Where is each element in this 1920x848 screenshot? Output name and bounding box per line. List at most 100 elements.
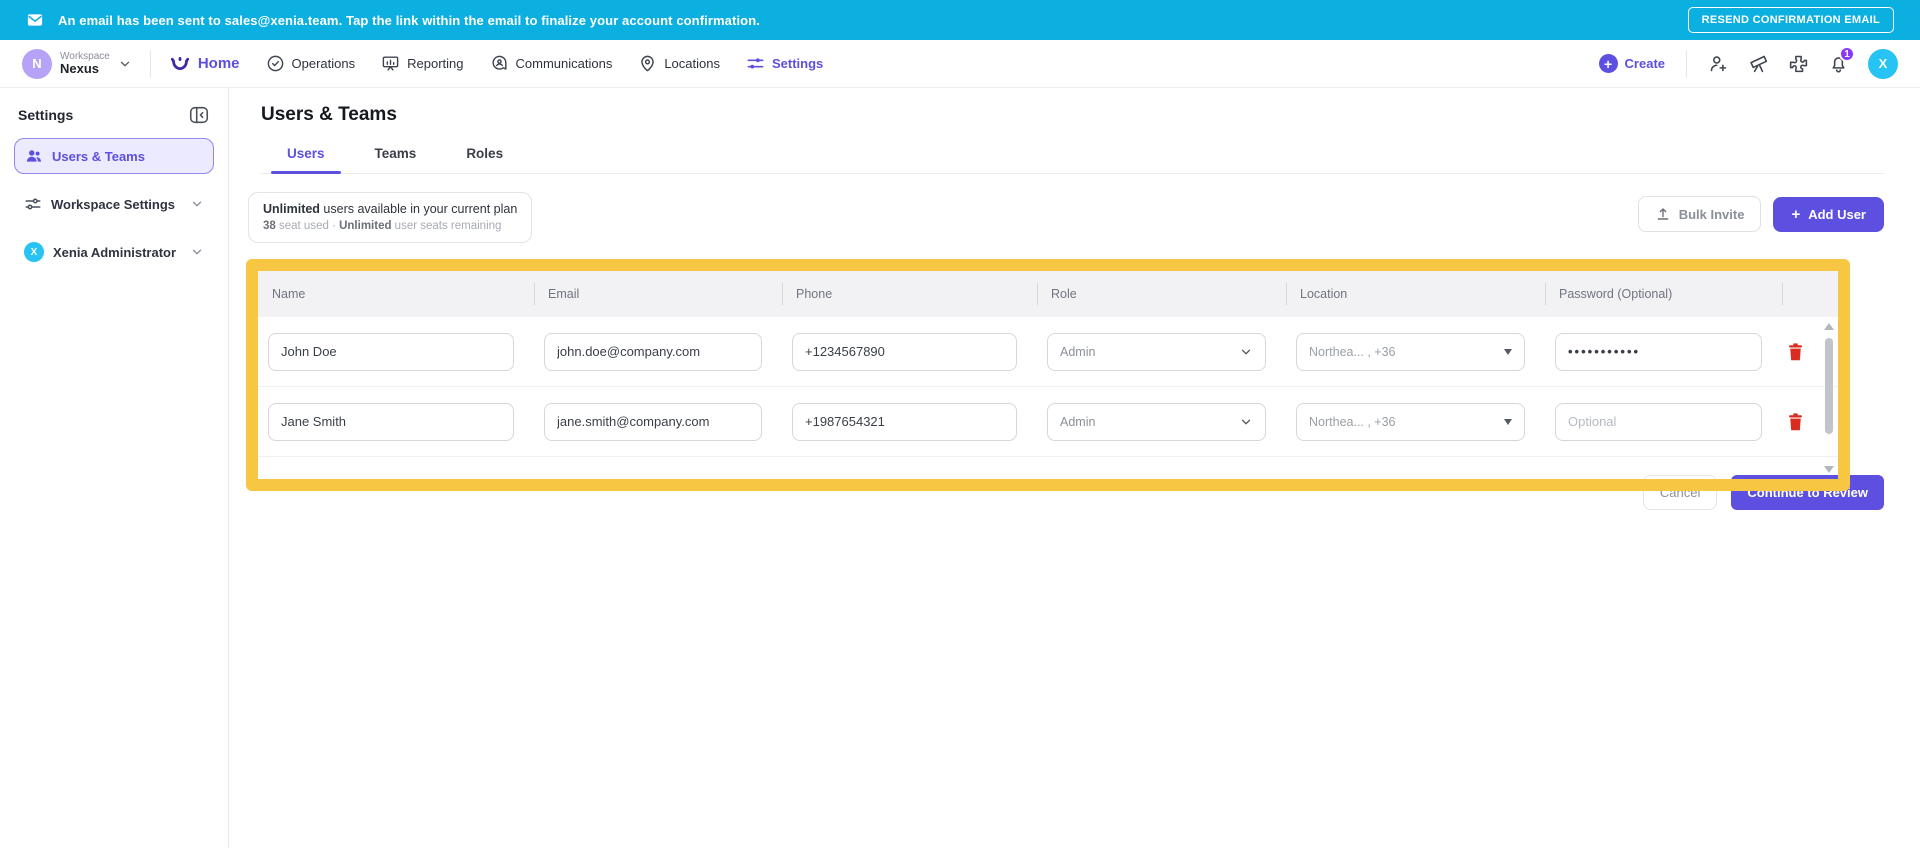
sliders-icon bbox=[746, 54, 765, 73]
email-input[interactable] bbox=[544, 402, 762, 441]
plus-icon: + bbox=[1791, 205, 1801, 223]
column-header-password: Password (Optional) bbox=[1545, 271, 1782, 317]
table-scrollbar[interactable] bbox=[1822, 323, 1836, 473]
create-label: Create bbox=[1624, 56, 1665, 71]
nav-label: Communications bbox=[515, 56, 613, 71]
plan-text: users available in your current plan bbox=[319, 202, 518, 216]
invite-user-icon[interactable] bbox=[1708, 53, 1729, 74]
sidebar-item-xenia-administrator[interactable]: X Xenia Administrator bbox=[14, 234, 214, 270]
add-user-button[interactable]: + Add User bbox=[1773, 196, 1884, 232]
nav-right-group: + Create 1 X bbox=[1598, 46, 1898, 79]
tab-users[interactable]: Users bbox=[271, 146, 340, 174]
table-header-row: Name Email Phone Role Location Password … bbox=[258, 271, 1838, 317]
nav-item-reporting[interactable]: Reporting bbox=[381, 54, 464, 73]
telescope-icon[interactable] bbox=[1748, 53, 1769, 74]
plan-info-box: Unlimited users available in your curren… bbox=[248, 192, 533, 243]
tab-roles[interactable]: Roles bbox=[466, 146, 504, 161]
integrations-puzzle-icon[interactable] bbox=[1788, 53, 1809, 74]
nav-item-home[interactable]: Home bbox=[169, 53, 240, 75]
add-users-table: Name Email Phone Role Location Password … bbox=[258, 271, 1838, 479]
nav-label: Locations bbox=[664, 56, 720, 71]
user-avatar[interactable]: X bbox=[1868, 48, 1898, 79]
nav-item-locations[interactable]: Locations bbox=[638, 54, 720, 73]
role-select[interactable]: Admin bbox=[1047, 332, 1266, 371]
location-select[interactable]: Northea... , +36 bbox=[1296, 402, 1525, 441]
collapse-sidebar-icon[interactable] bbox=[188, 104, 210, 126]
xenia-logo-icon bbox=[169, 53, 191, 75]
chevron-down-icon bbox=[1239, 415, 1253, 429]
nav-label: Home bbox=[197, 55, 240, 72]
plan-bold: Unlimited bbox=[339, 220, 392, 232]
nav-label: Reporting bbox=[407, 56, 464, 71]
name-input[interactable] bbox=[268, 332, 514, 371]
nav-label: Settings bbox=[771, 56, 824, 71]
sidebar-item-users-teams[interactable]: Users & Teams bbox=[14, 138, 214, 174]
tab-teams[interactable]: Teams bbox=[374, 146, 417, 161]
create-button[interactable]: + Create bbox=[1598, 54, 1665, 73]
presentation-icon bbox=[381, 54, 400, 73]
map-pin-icon bbox=[638, 54, 657, 73]
sidebar-title: Settings bbox=[18, 107, 74, 123]
table-row: Admin Northea... , +36 bbox=[258, 317, 1838, 387]
upload-icon bbox=[1655, 206, 1671, 222]
chat-bubble-icon bbox=[490, 54, 509, 73]
sidebar-item-label: Xenia Administrator bbox=[53, 244, 177, 260]
plan-line-1: Unlimited users available in your curren… bbox=[263, 202, 517, 216]
sliders-icon bbox=[24, 195, 42, 213]
role-value: Admin bbox=[1060, 344, 1096, 359]
plan-line-2: 38 seat used · Unlimited user seats rema… bbox=[263, 220, 517, 232]
column-header-role: Role bbox=[1037, 271, 1286, 317]
notification-badge: 1 bbox=[1839, 46, 1855, 62]
bulk-invite-button[interactable]: Bulk Invite bbox=[1637, 196, 1762, 232]
delete-row-trash-icon[interactable] bbox=[1788, 412, 1838, 431]
scrollbar-thumb[interactable] bbox=[1825, 338, 1833, 434]
role-value: Admin bbox=[1060, 414, 1096, 429]
nav-label: Operations bbox=[291, 56, 356, 71]
location-select[interactable]: Northea... , +36 bbox=[1296, 332, 1525, 371]
add-users-table-zone: Name Email Phone Role Location Password … bbox=[246, 259, 1850, 491]
nav-item-operations[interactable]: Operations bbox=[266, 54, 356, 73]
workspace-selector[interactable]: N Workspace Nexus bbox=[22, 48, 132, 79]
add-user-label: Add User bbox=[1808, 206, 1866, 222]
password-input[interactable] bbox=[1555, 332, 1762, 371]
check-circle-icon bbox=[266, 54, 285, 73]
sidebar-item-label: Workspace Settings bbox=[51, 196, 176, 212]
avatar: X bbox=[24, 242, 44, 262]
nav-item-communications[interactable]: Communications bbox=[490, 54, 613, 73]
workspace-avatar: N bbox=[22, 48, 52, 79]
divider bbox=[149, 49, 151, 78]
email-input[interactable] bbox=[544, 332, 762, 371]
column-header-phone: Phone bbox=[782, 271, 1037, 317]
phone-input[interactable] bbox=[792, 332, 1017, 371]
nav-item-settings[interactable]: Settings bbox=[746, 54, 823, 73]
sidebar-item-workspace-settings[interactable]: Workspace Settings bbox=[14, 186, 214, 222]
scroll-down-icon[interactable] bbox=[1824, 466, 1834, 473]
plan-text: user seats remaining bbox=[391, 220, 502, 232]
settings-sidebar: Settings Users & Teams Workspace Setting… bbox=[0, 88, 229, 848]
chevron-down-icon bbox=[1239, 345, 1253, 359]
column-header-location: Location bbox=[1286, 271, 1545, 317]
name-input[interactable] bbox=[268, 402, 514, 441]
nav-items: Home Operations Reporting Communications bbox=[169, 53, 823, 75]
plan-bold: Unlimited bbox=[263, 202, 320, 216]
plus-circle-icon: + bbox=[1598, 54, 1618, 73]
bulk-invite-label: Bulk Invite bbox=[1678, 206, 1745, 222]
delete-row-trash-icon[interactable] bbox=[1788, 342, 1838, 361]
dropdown-arrow-icon bbox=[1504, 348, 1512, 355]
location-value: Northea... , +36 bbox=[1309, 414, 1396, 429]
password-input[interactable] bbox=[1555, 402, 1762, 441]
top-navigation: N Workspace Nexus Home Operations bbox=[0, 40, 1920, 88]
workspace-label: Workspace bbox=[60, 50, 110, 62]
envelope-icon bbox=[26, 11, 44, 29]
role-select[interactable]: Admin bbox=[1047, 402, 1266, 441]
chevron-down-icon bbox=[190, 245, 204, 259]
resend-confirmation-button[interactable]: RESEND CONFIRMATION EMAIL bbox=[1687, 7, 1894, 33]
page-title: Users & Teams bbox=[261, 104, 397, 125]
scroll-up-icon[interactable] bbox=[1824, 323, 1834, 330]
notifications-bell-icon[interactable]: 1 bbox=[1828, 46, 1855, 74]
phone-input[interactable] bbox=[792, 402, 1017, 441]
chevron-down-icon bbox=[118, 57, 132, 71]
tab-bar: Users Teams Roles bbox=[261, 146, 1884, 174]
table-row: Admin Northea... , +36 bbox=[258, 387, 1838, 457]
